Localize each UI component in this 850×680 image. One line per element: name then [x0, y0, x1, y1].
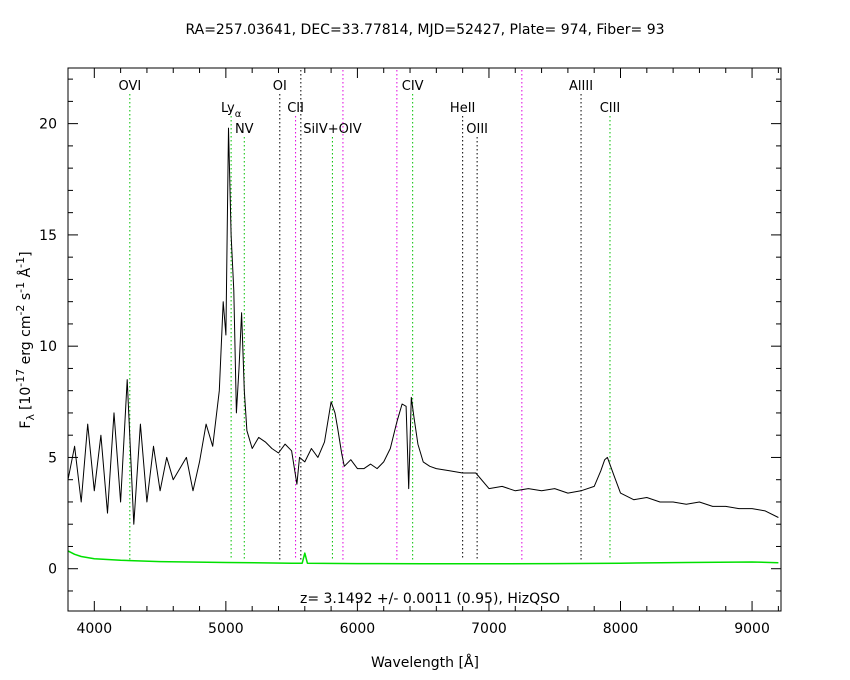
y-tick-label: 5: [48, 450, 57, 466]
y-label-sub: λ: [24, 414, 37, 421]
y-label-exp4: -1: [14, 257, 27, 268]
y-axis-label: Fλ[10-17 erg cm-2 s-1 Å-1]: [14, 251, 37, 428]
emission-line-label: OIII: [466, 122, 488, 137]
y-label-unit: [10: [18, 387, 34, 410]
plot-area: OVILyαNVOICIISiIV+OIVCIVHeIIOIIIAlIIICII…: [67, 68, 781, 611]
emission-line-label: OI: [273, 79, 287, 94]
plot-frame: [67, 67, 782, 612]
y-label-mid3: Å: [17, 267, 34, 281]
y-label-mid2: s: [18, 293, 34, 305]
y-label-mid1: erg cm: [18, 316, 34, 369]
y-label-exp1: -17: [14, 369, 27, 387]
x-tick-label: 4000: [76, 621, 112, 637]
x-tick-label: 9000: [734, 621, 770, 637]
y-tick-label: 20: [39, 117, 57, 133]
error-spectrum-line: [67, 550, 779, 565]
emission-line-label: AlIII: [569, 79, 593, 94]
y-label-exp2: -2: [14, 305, 27, 316]
x-tick-label: 7000: [471, 621, 507, 637]
chart-title: RA=257.03641, DEC=33.77814, MJD=52427, P…: [185, 22, 664, 38]
y-label-end: ]: [18, 251, 34, 256]
y-tick-label: 10: [39, 339, 57, 355]
emission-line-label: OVI: [118, 79, 141, 94]
x-axis-label: Wavelength [Å]: [371, 654, 479, 671]
y-label-main: F: [18, 421, 34, 429]
emission-line-subscript: α: [235, 109, 242, 120]
emission-line-label: CIII: [600, 101, 621, 116]
emission-line-label: CIV: [402, 79, 424, 94]
redshift-annotation: z= 3.1492 +/- 0.0011 (0.95), HizQSO: [300, 591, 560, 607]
emission-line-label: NV: [235, 122, 254, 137]
y-label-exp3: -1: [14, 282, 27, 293]
x-tick-label: 5000: [208, 621, 244, 637]
flux-spectrum-line: [67, 127, 779, 525]
emission-line-label: SiIV+OIV: [303, 122, 362, 137]
emission-line-label: CII: [287, 101, 304, 116]
x-tick-label: 6000: [340, 621, 376, 637]
x-tick-label: 8000: [603, 621, 639, 637]
emission-line-label: HeII: [450, 101, 475, 116]
y-tick-label: 15: [39, 228, 57, 244]
y-tick-label: 0: [48, 562, 57, 578]
